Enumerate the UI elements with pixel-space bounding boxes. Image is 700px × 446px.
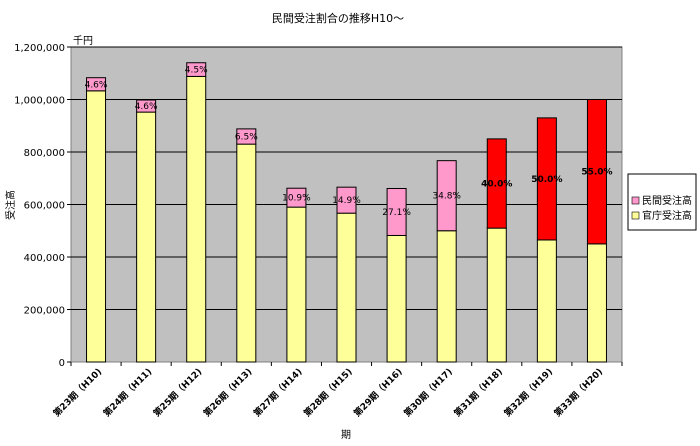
- bar-public: [586, 243, 607, 363]
- bar-private: [486, 138, 507, 229]
- bar-private: [536, 117, 557, 241]
- bar-public: [136, 111, 157, 363]
- x-tick-label: 第23期（H10): [51, 366, 105, 420]
- bar-private: [186, 62, 207, 77]
- bar-public: [536, 239, 557, 363]
- x-tick-label: 第29期（H16): [351, 366, 405, 420]
- bar-private: [286, 187, 307, 208]
- unit-label: 千円: [73, 35, 93, 47]
- data-label: 14.9%: [332, 196, 361, 206]
- data-label: 34.8%: [432, 192, 461, 202]
- bars: [86, 62, 607, 363]
- x-tick-label: 第33期（H20): [552, 366, 606, 420]
- y-tick-label: 600,000: [24, 201, 65, 212]
- legend-label-public: 官庁受注高: [642, 209, 692, 222]
- bar-private: [86, 77, 107, 92]
- chart-title: 民間受注割合の推移H10～: [272, 11, 404, 25]
- x-tick-label: 第25期（H12): [151, 366, 205, 420]
- data-label: 4.6%: [135, 102, 158, 112]
- bar-public: [236, 143, 257, 363]
- bar-public: [486, 227, 507, 363]
- legend: 民間受注高 官庁受注高: [627, 173, 697, 231]
- gridlines: [71, 46, 622, 310]
- bar-private: [386, 187, 407, 236]
- bar-public: [186, 75, 207, 363]
- x-tick-label: 第31期（H18): [451, 366, 505, 420]
- y-tick-label: 1,200,000: [14, 43, 65, 54]
- x-tick-label: 第32期（H19): [501, 366, 555, 420]
- data-label: 40.0%: [481, 180, 512, 190]
- x-tick-label: 第28期（H15): [301, 366, 355, 420]
- legend-label-private: 民間受注高: [642, 194, 692, 207]
- bar-public: [286, 206, 307, 363]
- y-tick-label: 400,000: [24, 253, 65, 264]
- x-axis: 第23期（H10)第24期（H11)第25期（H12)第26期（H13)第27期…: [51, 362, 623, 420]
- bar-private: [336, 186, 357, 214]
- y-axis: 0 200,000 400,000 600,000 800,000 1,000,000 1,…: [14, 43, 71, 369]
- bar-public: [86, 90, 107, 363]
- x-tick-label: 第26期（H13): [201, 366, 255, 420]
- bar-public: [386, 234, 407, 363]
- legend-swatch-private: [631, 196, 640, 205]
- bar-private: [436, 160, 457, 232]
- data-label: 4.6%: [85, 80, 108, 90]
- data-labels: 4.6% 4.6% 4.5% 6.5% 10.9% 14.9% 27.1% 34.8% 40.0…: [85, 66, 613, 218]
- data-label: 4.5%: [185, 66, 208, 76]
- y-tick-label: 800,000: [24, 148, 65, 159]
- y-axis-label: 受注高: [4, 190, 17, 220]
- bar-private: [136, 99, 157, 113]
- data-label: 55.0%: [581, 168, 612, 178]
- bar-public: [436, 230, 457, 363]
- data-label: 27.1%: [382, 208, 411, 218]
- x-tick-label: 第24期（H11): [101, 366, 155, 420]
- bar-public: [336, 212, 357, 363]
- legend-box: [627, 173, 697, 231]
- bar-private: [236, 128, 257, 145]
- y-tick-label: 0: [59, 358, 65, 369]
- bar-private: [586, 99, 607, 245]
- x-tick-label: 第27期（H14): [251, 366, 305, 420]
- data-label: 6.5%: [235, 133, 258, 143]
- legend-swatch-public: [631, 211, 640, 220]
- data-label: 50.0%: [531, 175, 562, 185]
- x-axis-label: 期: [341, 429, 351, 441]
- y-tick-label: 1,000,000: [14, 96, 65, 107]
- x-tick-label: 第30期（H17): [401, 366, 455, 420]
- data-label: 10.9%: [282, 194, 311, 204]
- y-tick-label: 200,000: [24, 306, 65, 317]
